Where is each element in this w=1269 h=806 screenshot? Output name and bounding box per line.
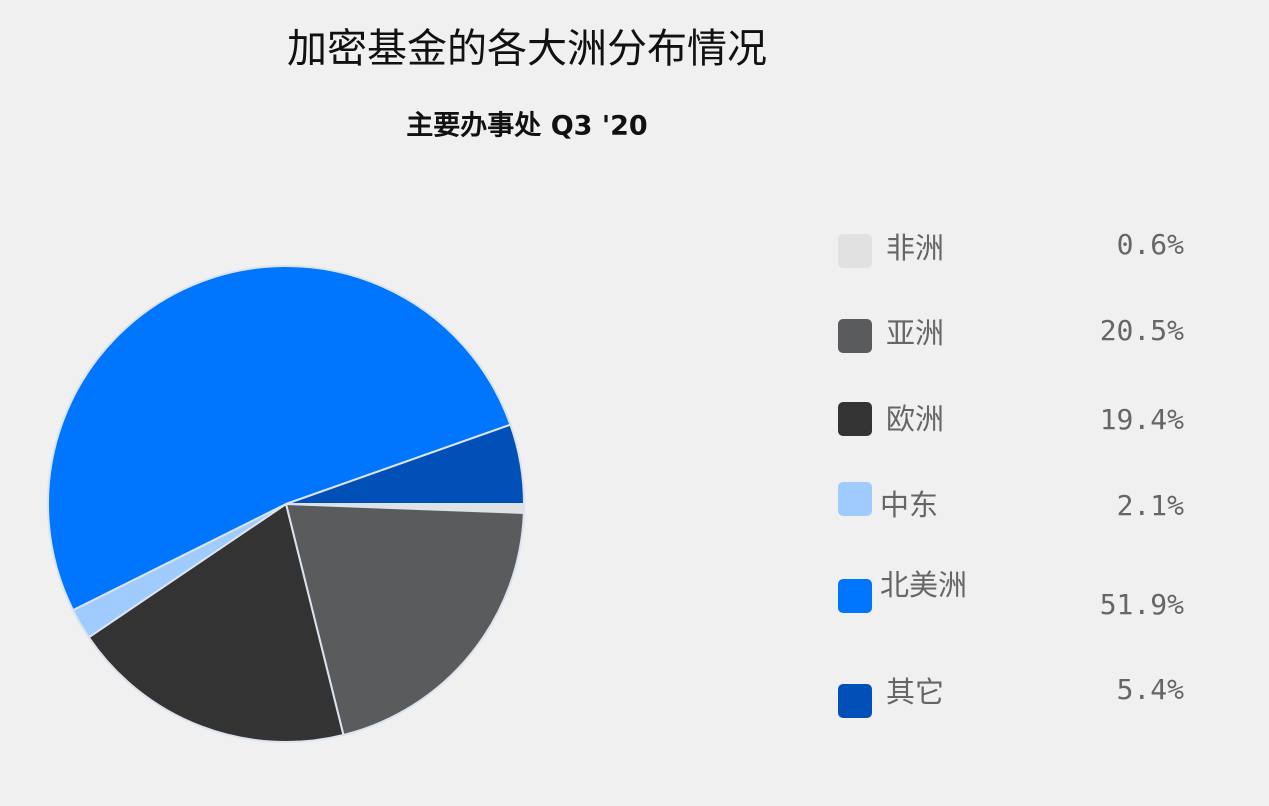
legend-swatch	[838, 402, 872, 436]
pie-slice	[284, 502, 525, 737]
value-label: 51.9%	[1100, 588, 1184, 621]
legend-swatch	[838, 482, 872, 516]
legend-swatch	[838, 579, 872, 613]
pie-slice	[285, 423, 526, 505]
legend-swatch	[838, 684, 872, 718]
value-label: 2.1%	[1117, 489, 1185, 522]
value-label: 19.4%	[1100, 403, 1184, 436]
chart-title: 加密基金的各大洲分布情况	[287, 26, 767, 72]
legend-label: 非洲	[886, 231, 944, 265]
pie-slice	[47, 265, 512, 612]
pie-slice	[87, 502, 345, 743]
legend-label: 其它	[886, 675, 944, 709]
legend-swatch	[838, 319, 872, 353]
legend-label: 北美洲	[880, 568, 967, 602]
legend-swatch	[838, 234, 872, 268]
legend-label: 亚洲	[886, 316, 944, 350]
chart-subtitle: 主要办事处 Q3 '20	[406, 111, 647, 142]
value-label: 5.4%	[1117, 673, 1185, 706]
value-label: 0.6%	[1117, 228, 1185, 261]
legend-label: 中东	[880, 488, 938, 522]
legend-label: 欧洲	[886, 402, 944, 436]
value-label: 20.5%	[1100, 314, 1184, 347]
